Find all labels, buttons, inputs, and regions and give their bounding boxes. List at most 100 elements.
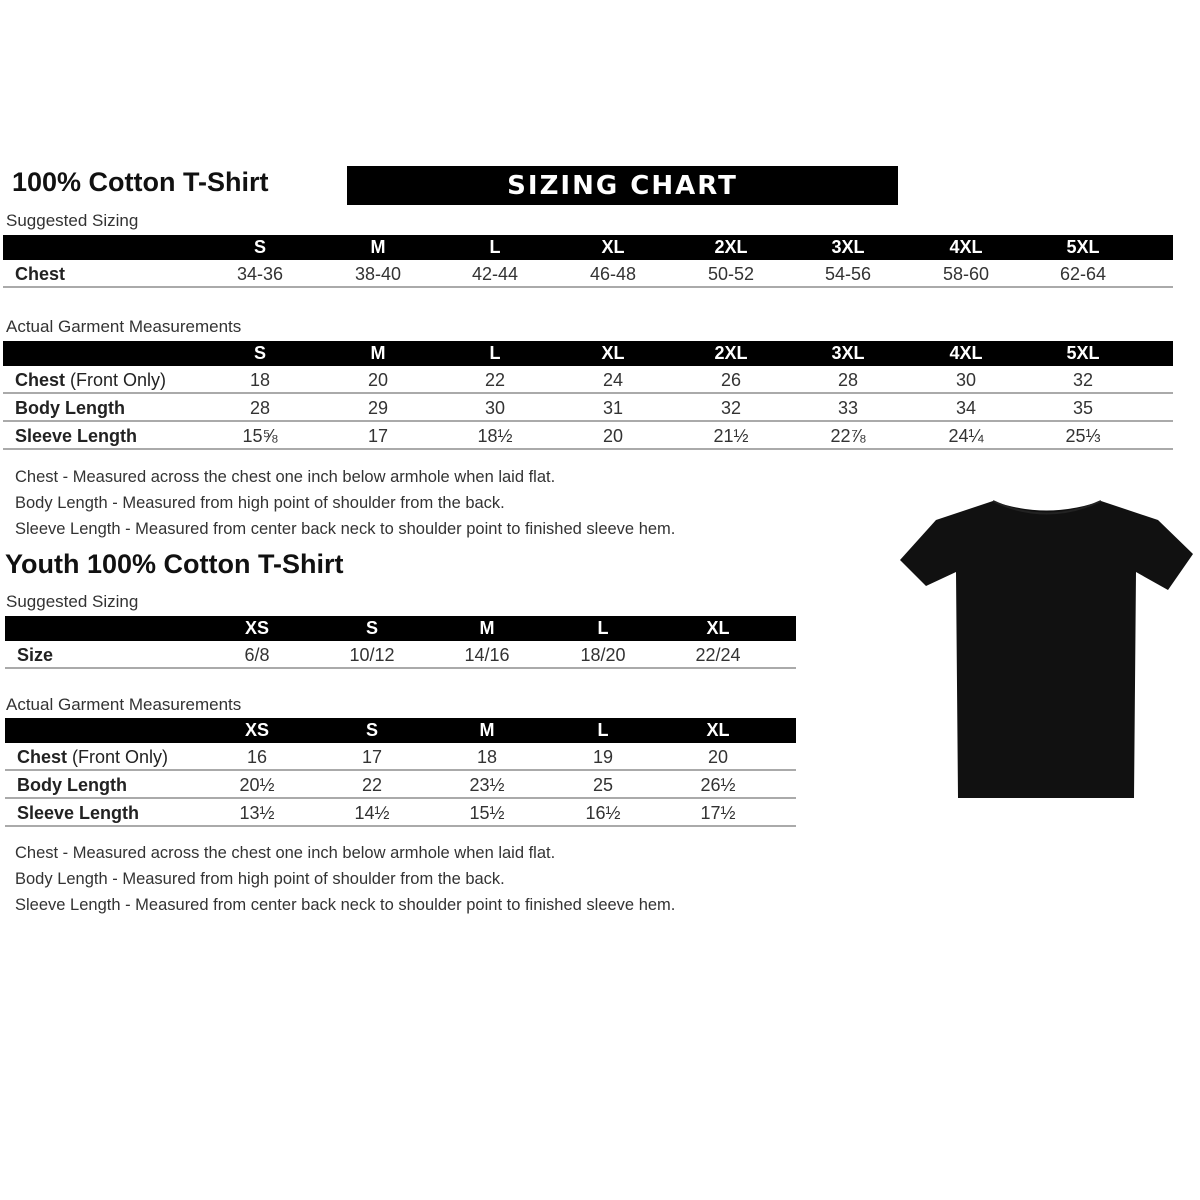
row-divider [3, 448, 1173, 450]
table-cell: 16 [246, 747, 268, 767]
row-label: Sleeve Length [17, 799, 139, 827]
table-cell: 17 [361, 747, 383, 767]
table-cell: 28 [837, 370, 859, 390]
size-header-5xl: 5XL [1066, 237, 1100, 257]
adult-note-body-length: Body Length - Measured from high point o… [15, 494, 505, 512]
size-header-2xl: 2XL [714, 237, 748, 257]
table-cell: 16½ [585, 803, 621, 823]
table-row: Chest (Front Only) 18 20 22 24 26 28 30 32 [3, 366, 1173, 394]
table-cell: 20 [367, 370, 389, 390]
table-cell: 28 [249, 398, 271, 418]
row-divider [3, 392, 1173, 394]
table-cell: 17 [367, 426, 389, 446]
table-cell: 22⅞ [830, 426, 866, 446]
table-cell: 18½ [477, 426, 513, 446]
table-cell: 23½ [469, 775, 505, 795]
row-label: Chest (Front Only) [17, 743, 168, 771]
table-cell: 25 [592, 775, 614, 795]
black-tshirt-image [900, 500, 1193, 798]
table-cell: 34-36 [236, 264, 284, 284]
youth-suggested-label: Suggested Sizing [6, 592, 139, 611]
row-label-text: Chest [17, 747, 68, 767]
size-header-l: L [489, 343, 501, 363]
row-label-text: Size [17, 645, 54, 665]
table-cell: 19 [592, 747, 614, 767]
row-label-text: Chest [15, 264, 66, 284]
sizing-chart-banner: SIZING CHART [347, 166, 898, 205]
row-label-text: Sleeve Length [17, 803, 140, 823]
table-cell: 20 [707, 747, 729, 767]
size-header-5xl: 5XL [1066, 343, 1100, 363]
table-cell: 13½ [239, 803, 275, 823]
size-header-3xl: 3XL [831, 237, 865, 257]
size-header-xs: XS [244, 618, 270, 638]
table-cell: 25⅓ [1065, 426, 1101, 446]
size-header-2xl: 2XL [714, 343, 748, 363]
table-cell: 58-60 [942, 264, 990, 284]
row-label: Chest (Front Only) [15, 366, 166, 394]
youth-title: Youth 100% Cotton T-Shirt [5, 549, 344, 579]
size-header-s: S [365, 618, 379, 638]
row-label-text: Body Length [17, 775, 127, 795]
table-cell: 6/8 [244, 645, 270, 665]
size-header-l: L [597, 618, 609, 638]
table-cell: 54-56 [824, 264, 872, 284]
row-label: Body Length [17, 771, 127, 799]
table-cell: 30 [484, 398, 506, 418]
size-header-3xl: 3XL [831, 343, 865, 363]
table-row: Chest (Front Only) 16 17 18 19 20 [5, 743, 796, 771]
adult-title: 100% Cotton T-Shirt [12, 167, 269, 197]
table-cell: 24¼ [948, 426, 984, 446]
adult-note-chest: Chest - Measured across the chest one in… [15, 468, 556, 486]
table-cell: 10/12 [349, 645, 395, 665]
table-cell: 21½ [713, 426, 749, 446]
size-header-s: S [253, 237, 267, 257]
table-cell: 18 [249, 370, 271, 390]
size-header-xl: XL [706, 618, 730, 638]
table-cell: 24 [602, 370, 624, 390]
table-cell: 15⅝ [242, 426, 278, 446]
row-label-text: Chest [15, 370, 66, 390]
row-label: Body Length [15, 394, 125, 422]
table-cell: 17½ [700, 803, 736, 823]
tshirt-body [900, 501, 1193, 798]
table-row: Sleeve Length 15⅝ 17 18½ 20 21½ 22⅞ 24¼ 25⅓ [3, 422, 1173, 450]
size-header-l: L [597, 720, 609, 740]
tshirt-collar [992, 500, 1102, 515]
youth-actual-label: Actual Garment Measurements [6, 695, 242, 714]
table-row: Body Length 20½ 22 23½ 25 26½ [5, 771, 796, 799]
row-divider [5, 667, 796, 669]
table-cell: 26½ [700, 775, 736, 795]
row-divider [5, 797, 796, 799]
table-cell: 14½ [354, 803, 390, 823]
youth-actual-header-bar: XS S M L XL [5, 718, 796, 743]
table-cell: 62-64 [1059, 264, 1107, 284]
row-label-note: (Front Only) [65, 370, 167, 390]
row-label: Sleeve Length [15, 422, 137, 450]
row-divider [3, 286, 1173, 288]
size-header-l: L [489, 237, 501, 257]
table-cell: 46-48 [589, 264, 637, 284]
size-header-m: M [370, 237, 386, 257]
size-header-m: M [479, 720, 495, 740]
row-label-text: Sleeve Length [15, 426, 138, 446]
table-row: Size 6/8 10/12 14/16 18/20 22/24 [5, 641, 796, 669]
youth-note-chest: Chest - Measured across the chest one in… [15, 844, 556, 862]
adult-suggested-header-bar: S M L XL 2XL 3XL 4XL 5XL [3, 235, 1173, 260]
adult-actual-label: Actual Garment Measurements [6, 317, 242, 336]
youth-suggested-header-bar: XS S M L XL [5, 616, 796, 641]
size-header-s: S [253, 343, 267, 363]
table-cell: 50-52 [707, 264, 755, 284]
table-cell: 22 [484, 370, 506, 390]
table-cell: 35 [1072, 398, 1094, 418]
table-row: Body Length 28 29 30 31 32 33 34 35 [3, 394, 1173, 422]
table-cell: 18/20 [580, 645, 626, 665]
table-cell: 14/16 [464, 645, 510, 665]
table-row: Sleeve Length 13½ 14½ 15½ 16½ 17½ [5, 799, 796, 827]
table-cell: 20 [602, 426, 624, 446]
table-cell: 15½ [469, 803, 505, 823]
table-cell: 42-44 [471, 264, 519, 284]
adult-actual-header-bar: S M L XL 2XL 3XL 4XL 5XL [3, 341, 1173, 366]
row-label: Chest [15, 260, 65, 288]
table-row: Chest 34-36 38-40 42-44 46-48 50-52 54-56 58-60… [3, 260, 1173, 288]
